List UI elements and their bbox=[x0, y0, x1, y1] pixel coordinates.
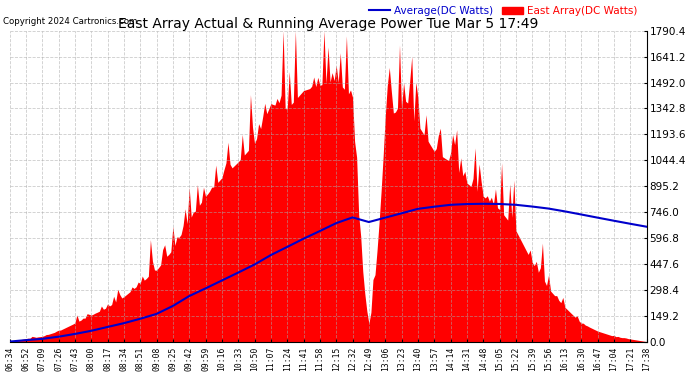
Title: East Array Actual & Running Average Power Tue Mar 5 17:49: East Array Actual & Running Average Powe… bbox=[118, 17, 538, 31]
Legend: Average(DC Watts), East Array(DC Watts): Average(DC Watts), East Array(DC Watts) bbox=[365, 2, 641, 20]
Text: Copyright 2024 Cartronics.com: Copyright 2024 Cartronics.com bbox=[3, 17, 137, 26]
